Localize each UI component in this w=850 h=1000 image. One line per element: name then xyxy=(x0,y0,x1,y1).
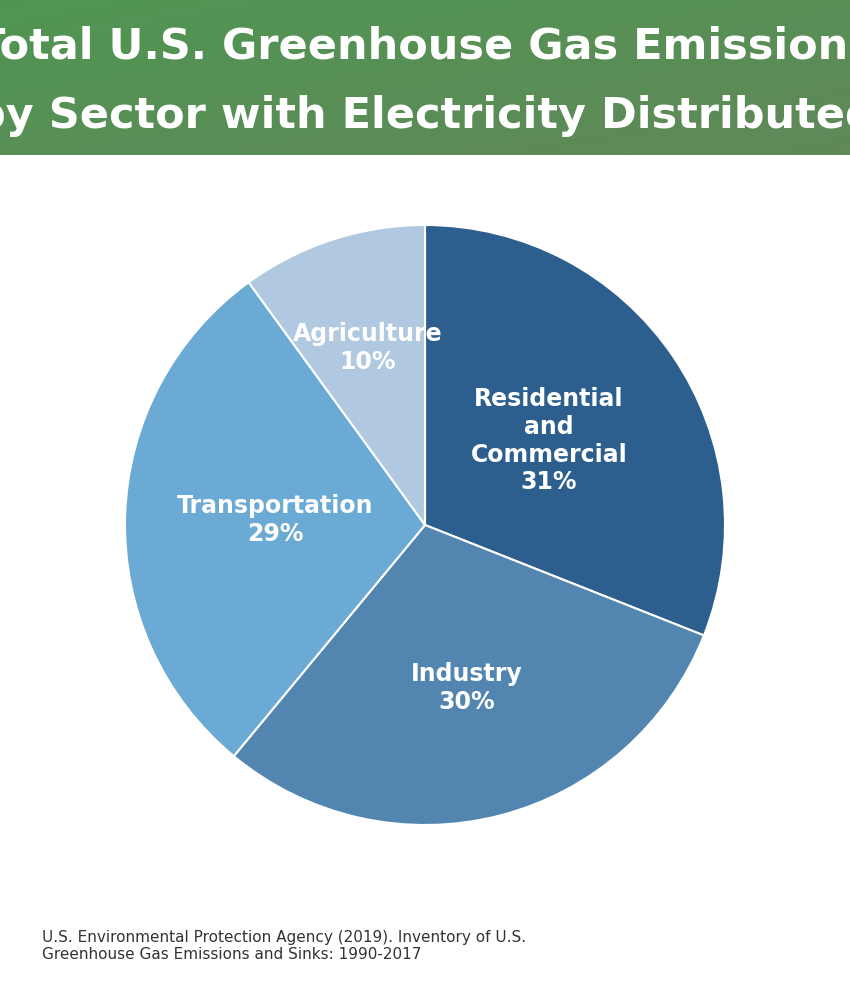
Text: Transportation
29%: Transportation 29% xyxy=(177,494,373,546)
Text: Agriculture
10%: Agriculture 10% xyxy=(292,322,442,374)
Wedge shape xyxy=(234,525,704,825)
Wedge shape xyxy=(125,282,425,756)
Text: U.S. Environmental Protection Agency (2019). Inventory of U.S.
Greenhouse Gas Em: U.S. Environmental Protection Agency (20… xyxy=(42,930,527,962)
Text: Total U.S. Greenhouse Gas Emissions: Total U.S. Greenhouse Gas Emissions xyxy=(0,25,850,68)
Wedge shape xyxy=(425,225,725,635)
Wedge shape xyxy=(249,225,425,525)
Text: by Sector with Electricity Distributed: by Sector with Electricity Distributed xyxy=(0,95,850,137)
Text: Residential
and
Commercial
31%: Residential and Commercial 31% xyxy=(471,387,627,494)
Text: Industry
30%: Industry 30% xyxy=(411,662,523,714)
